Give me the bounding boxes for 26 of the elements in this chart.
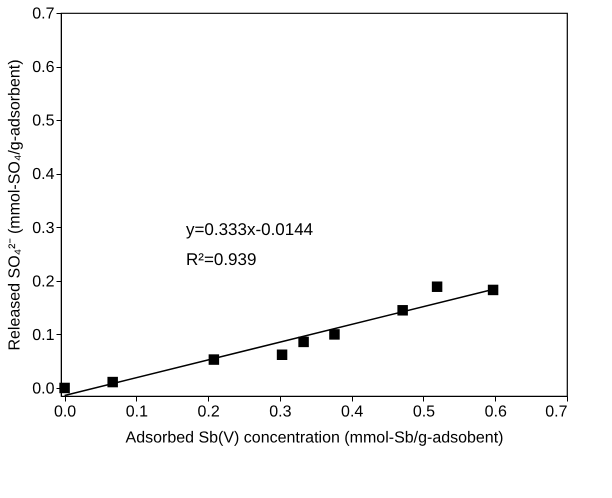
point xyxy=(59,382,70,394)
annotation: R²=0.939 xyxy=(186,250,256,269)
x-tick-label: 0.7 xyxy=(545,404,568,420)
y-tick-label: 0.6 xyxy=(32,59,55,76)
x-tick-label: 0.4 xyxy=(341,404,364,420)
annotation: y=0.333x-0.0144 xyxy=(186,220,314,239)
y-tick-label: 0.2 xyxy=(32,273,55,290)
point xyxy=(298,336,309,348)
y-tick-label: 0.1 xyxy=(32,326,55,344)
x-tick-label: 0.0 xyxy=(54,404,76,420)
y-tick-label: 0.3 xyxy=(32,220,55,237)
y-axis-title: Released SO₄²⁻ (mmol-SO₄/g-adsorbent) xyxy=(6,59,24,351)
x-tick-label: 0.3 xyxy=(269,404,292,420)
y-tick-label: 0.0 xyxy=(32,380,55,398)
x-tick-label: 0.1 xyxy=(126,404,148,420)
y-tick-label: 0.4 xyxy=(32,166,55,184)
y-tick-label: 0.7 xyxy=(32,6,55,22)
y-tick-label: 0.5 xyxy=(32,112,55,130)
x-tick-label: 0.2 xyxy=(198,404,220,420)
x-tick-label: 0.6 xyxy=(484,404,507,420)
point xyxy=(329,329,340,340)
point xyxy=(432,281,442,292)
x-tick-label: 0.5 xyxy=(412,404,436,420)
x-axis-title: Adsorbed Sb(V) concentration (mmol-Sb/g-adsobent) xyxy=(126,430,504,446)
point xyxy=(488,284,498,296)
point xyxy=(276,350,288,360)
